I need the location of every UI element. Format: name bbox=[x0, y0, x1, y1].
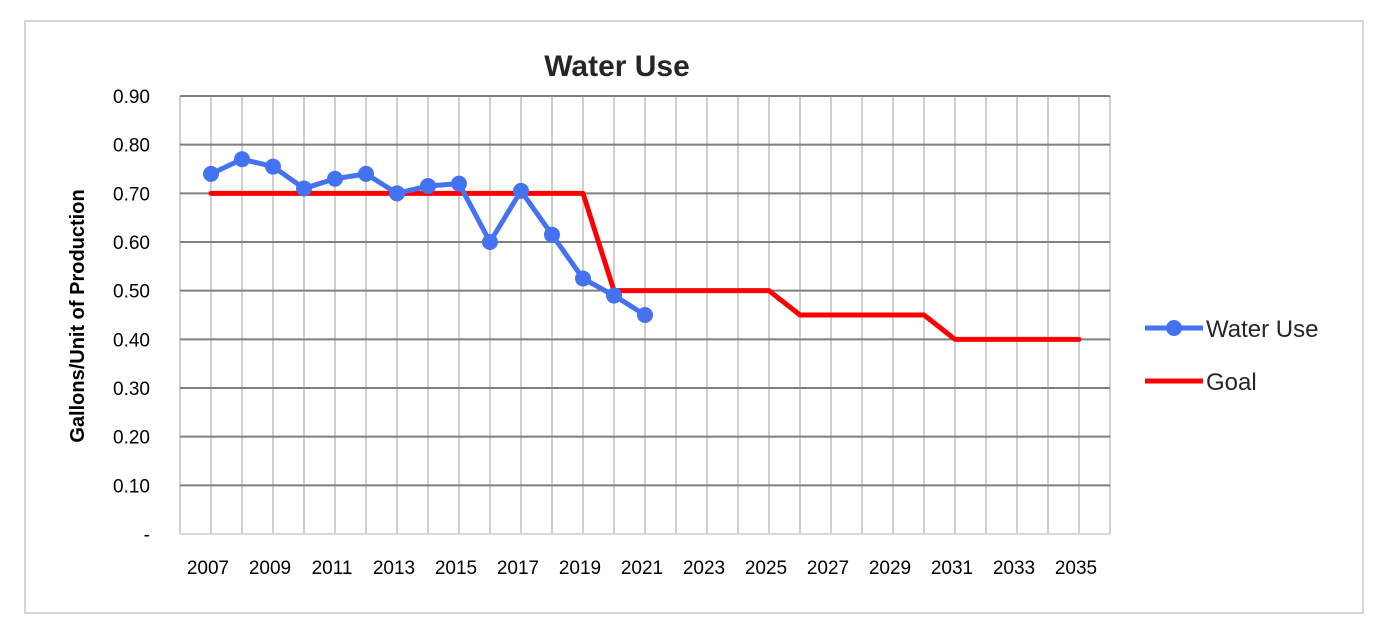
y-tick-label: 0.20 bbox=[113, 428, 150, 449]
y-tick-label: 0.80 bbox=[113, 136, 150, 157]
water-use-point bbox=[513, 182, 529, 199]
chart-frame bbox=[24, 20, 1364, 614]
x-tick-label: 2027 bbox=[807, 558, 849, 579]
legend-marker-water-use bbox=[1166, 320, 1182, 336]
x-tick-label: 2009 bbox=[249, 558, 291, 579]
water-use-point bbox=[327, 170, 343, 187]
water-use-point bbox=[606, 287, 622, 304]
legend: Water Use Goal bbox=[1145, 316, 1318, 396]
water-use-point bbox=[265, 158, 281, 175]
water-use-point bbox=[575, 270, 591, 287]
x-tick-label: 2013 bbox=[373, 558, 415, 579]
water-use-point bbox=[389, 185, 405, 202]
y-tick-label: 0.60 bbox=[113, 233, 150, 254]
x-tick-label: 2023 bbox=[683, 558, 725, 579]
x-tick-label: 2029 bbox=[869, 558, 911, 579]
y-axis-label: Gallons/Unit of Production bbox=[67, 189, 89, 442]
water-use-point bbox=[544, 226, 560, 243]
x-tick-label: 2015 bbox=[435, 558, 477, 579]
legend-label-water-use: Water Use bbox=[1206, 316, 1318, 343]
water-use-point bbox=[234, 151, 250, 168]
x-tick-label: 2019 bbox=[559, 558, 601, 579]
water-use-point bbox=[420, 178, 436, 195]
x-tick-label: 2017 bbox=[497, 558, 539, 579]
water-use-point bbox=[637, 307, 653, 323]
y-tick-label: 0.10 bbox=[113, 476, 150, 497]
water-use-point bbox=[451, 175, 467, 192]
x-tick-labels: 2007 2009 2011 2013 2015 2017 2019 2021 2023 2025… bbox=[187, 558, 1097, 579]
water-use-point bbox=[482, 234, 498, 250]
y-tick-label: 0.40 bbox=[113, 330, 150, 351]
legend-label-goal: Goal bbox=[1206, 369, 1257, 396]
y-tick-label: 0.90 bbox=[113, 87, 150, 108]
x-tick-label: 2021 bbox=[621, 558, 663, 579]
y-tick-label: 0.30 bbox=[113, 379, 150, 400]
water-use-point bbox=[358, 165, 374, 182]
water-use-markers bbox=[203, 151, 653, 323]
x-tick-label: 2033 bbox=[993, 558, 1035, 579]
water-use-point bbox=[203, 165, 219, 182]
x-tick-label: 2025 bbox=[745, 558, 787, 579]
x-tick-label: 2007 bbox=[187, 558, 229, 579]
x-tick-label: 2035 bbox=[1055, 558, 1097, 579]
goal-line bbox=[208, 190, 1082, 342]
water-use-point bbox=[296, 180, 312, 197]
chart-title: Water Use bbox=[544, 50, 690, 83]
y-tick-label: - bbox=[144, 525, 150, 546]
y-tick-label: 0.70 bbox=[113, 184, 150, 205]
x-tick-label: 2011 bbox=[312, 558, 353, 579]
y-tick-label: 0.50 bbox=[113, 282, 150, 303]
y-tick-labels: - 0.10 0.20 0.30 0.40 0.50 0.60 0.70 0.80 0.90 bbox=[113, 87, 150, 546]
x-tick-label: 2031 bbox=[931, 558, 973, 579]
